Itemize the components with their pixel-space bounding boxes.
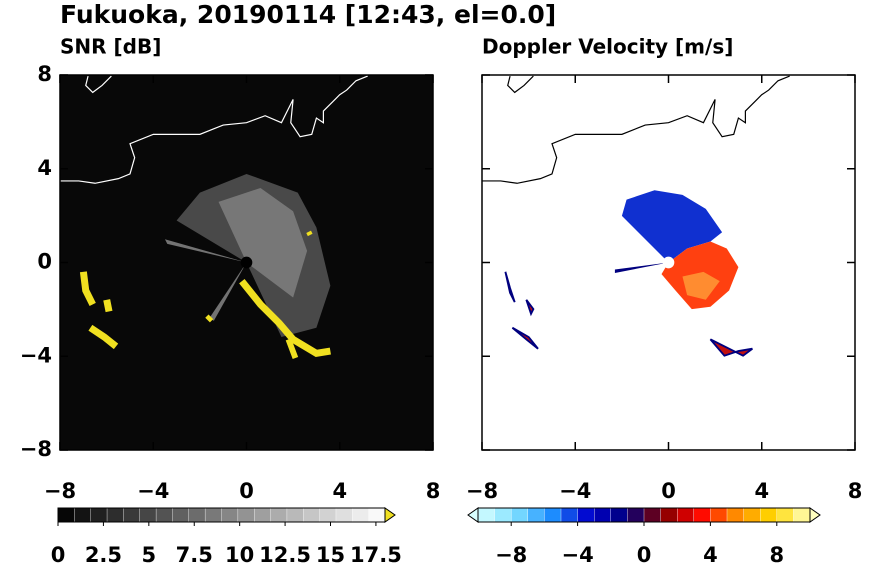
colorbar-extension	[384, 507, 396, 523]
colorbar-cell	[494, 507, 512, 523]
x-tick-label: 4	[332, 479, 347, 503]
colorbar-cell	[610, 507, 629, 523]
colorbar-tick-label: 8	[769, 543, 784, 567]
colorbar-cell	[577, 507, 595, 523]
colorbar-cell	[57, 507, 76, 523]
colorbar-cell	[710, 507, 728, 523]
colorbar-cell	[560, 507, 579, 523]
y-tick-label: 8	[37, 62, 52, 86]
colorbar-cell	[511, 507, 529, 523]
snr-field	[60, 76, 368, 360]
colorbar-cell	[90, 507, 108, 523]
colorbar-cell	[204, 507, 223, 523]
colorbar-cell	[303, 507, 321, 523]
colorbar-cell	[368, 507, 386, 523]
colorbar-tick-label: 17.5	[350, 543, 402, 567]
colorbar-cell	[221, 507, 239, 523]
colorbar-tick-label: 2.5	[85, 543, 122, 567]
colorbar-cell	[643, 507, 662, 523]
colorbar-cell	[106, 507, 125, 523]
colorbar-cell	[660, 507, 678, 523]
colorbar-cell	[237, 507, 255, 523]
colorbar-cell	[253, 507, 272, 523]
colorbar-tick-label: 5	[142, 543, 157, 567]
y-tick-label: −4	[20, 343, 52, 367]
colorbar-tick-label: 10	[225, 543, 254, 567]
colorbar-cell	[335, 507, 354, 523]
y-tick-label: 4	[37, 156, 52, 180]
colorbar-cell	[172, 507, 190, 523]
y-tick-label: −8	[20, 437, 52, 461]
colorbar-cell	[123, 507, 141, 523]
colorbar-cell	[594, 507, 612, 523]
colorbar-cell	[760, 507, 778, 523]
colorbar-cell	[627, 507, 645, 523]
colorbar-cell	[693, 507, 712, 523]
colorbar-tick-label: 7.5	[176, 543, 213, 567]
colorbar-cell	[319, 507, 337, 523]
x-tick-label: 0	[239, 479, 254, 503]
colorbar-tick-label: −4	[561, 543, 593, 567]
x-tick-label: −8	[466, 479, 498, 503]
x-tick-label: 0	[661, 479, 676, 503]
colorbar-tick-label: 0	[637, 543, 652, 567]
x-tick-label: −4	[559, 479, 591, 503]
colorbar-extension	[809, 507, 821, 523]
y-tick-label: 0	[37, 250, 52, 274]
colorbar-cell	[188, 507, 206, 523]
x-tick-label: −8	[44, 479, 76, 503]
colorbar-cell	[677, 507, 695, 523]
colorbar-cell	[286, 507, 304, 523]
colorbar-tick-label: −8	[495, 543, 527, 567]
colorbar-tick-label: 0	[51, 543, 66, 567]
x-tick-label: 8	[426, 479, 441, 503]
colorbar-cell	[139, 507, 157, 523]
x-tick-label: −4	[137, 479, 169, 503]
colorbar-tick-label: 4	[703, 543, 718, 567]
colorbar-cell	[352, 507, 370, 523]
x-tick-label: 4	[754, 479, 769, 503]
x-tick-label: 8	[848, 479, 863, 503]
colorbar-cell	[74, 507, 92, 523]
panel-title: Doppler Velocity [m/s]	[482, 35, 733, 59]
colorbar-tick-label: 15	[316, 543, 345, 567]
colorbar-cell	[527, 507, 546, 523]
colorbar-extension	[467, 507, 479, 523]
colorbar-cell	[270, 507, 288, 523]
colorbar-cell	[155, 507, 174, 523]
colorbar-tick-label: 12.5	[259, 543, 311, 567]
colorbar-cell	[743, 507, 761, 523]
colorbar-cell	[726, 507, 745, 523]
velocity-field	[482, 76, 790, 357]
figure-title: Fukuoka, 20190114 [12:43, el=0.0]	[60, 0, 556, 29]
colorbar-cell	[544, 507, 562, 523]
colorbar-cell	[776, 507, 795, 523]
colorbar-cell	[477, 507, 496, 523]
panel-title: SNR [dB]	[60, 35, 161, 59]
colorbar-cell	[793, 507, 811, 523]
